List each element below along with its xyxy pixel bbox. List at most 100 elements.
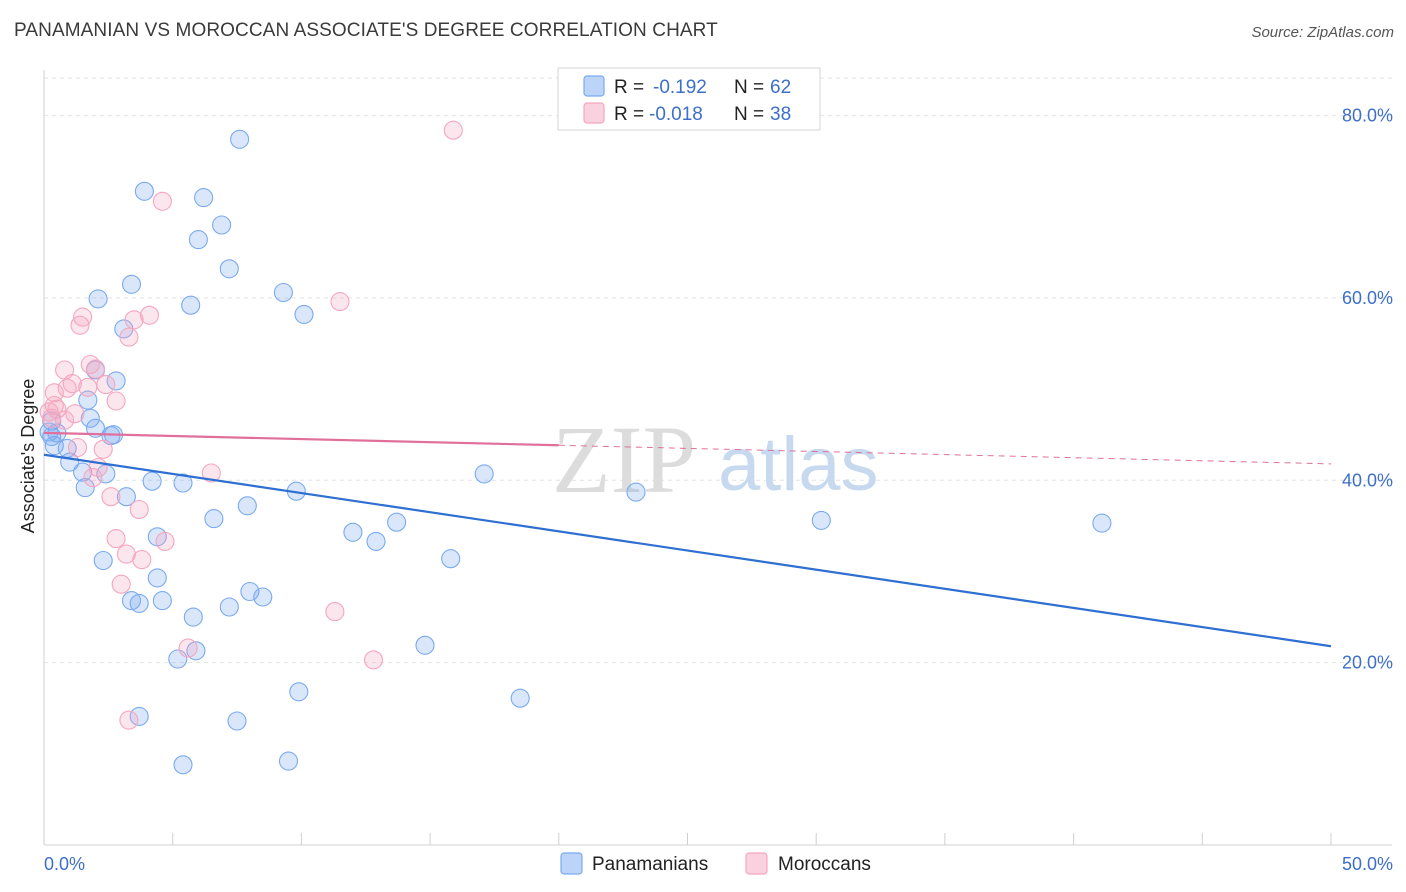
panamanians-r-value: -0.192 <box>653 77 707 98</box>
panamanians-point <box>219 597 239 617</box>
panamanians-point <box>134 181 154 201</box>
panamanians-point <box>188 230 208 250</box>
watermark: ZIP atlas <box>552 406 879 513</box>
moroccans-point <box>330 292 350 312</box>
panamanians-point <box>106 371 126 391</box>
panamanians-point <box>366 531 386 551</box>
moroccans-point <box>178 638 198 658</box>
moroccans-point <box>155 531 175 551</box>
moroccans-r-value: -0.018 <box>649 104 703 125</box>
panamanians-point <box>294 304 314 324</box>
moroccans-point <box>443 120 463 140</box>
moroccans-point <box>111 574 131 594</box>
moroccans-n-value: 38 <box>770 104 791 125</box>
moroccans-point <box>85 359 106 379</box>
moroccans-r-label: R = <box>614 104 644 125</box>
panamanians-point <box>441 549 461 569</box>
panamanians-point <box>116 487 136 507</box>
panamanians-point <box>80 408 100 428</box>
panamanians-point <box>73 462 93 482</box>
panamanians-point <box>219 259 239 279</box>
legend-panamanians-label: Panamanians <box>592 854 708 875</box>
moroccans-point <box>83 468 103 488</box>
panamanians-point <box>212 215 232 235</box>
y-tick-label: 80.0% <box>1342 106 1393 126</box>
moroccans-swatch <box>583 102 605 124</box>
moroccans-point <box>101 487 121 507</box>
panamanians-point <box>181 295 201 315</box>
moroccans-point <box>325 602 345 622</box>
panamanians-point <box>253 587 273 607</box>
moroccans-point <box>152 191 172 211</box>
panamanians-point <box>387 512 407 532</box>
moroccans-point <box>47 399 67 419</box>
series-legend: Panamanians Moroccans <box>560 852 871 875</box>
panamanians-swatch <box>583 75 605 97</box>
panamanians-point <box>147 568 167 588</box>
panamanians-point <box>1092 513 1112 533</box>
y-tick-label: 60.0% <box>1342 288 1393 308</box>
watermark-zip: ZIP <box>552 406 696 513</box>
moroccans-point <box>363 650 384 670</box>
watermark-atlas: atlas <box>718 422 879 507</box>
panamanians-point <box>129 593 149 613</box>
moroccans-trend-line <box>43 431 559 447</box>
panamanians-point <box>93 550 113 571</box>
panamanians-point <box>415 635 435 655</box>
panamanians-point <box>173 755 193 775</box>
axes <box>43 70 1392 846</box>
grid-lines <box>44 77 1392 664</box>
panamanians-point <box>230 129 250 149</box>
legend-moroccans-label: Moroccans <box>778 854 871 875</box>
panamanians-n-value: 62 <box>770 77 791 98</box>
stats-legend: R = -0.192 N = 62 R = -0.018 N = 38 <box>557 67 821 131</box>
moroccans-point <box>129 499 149 520</box>
chart-title: PANAMANIAN VS MOROCCAN ASSOCIATE'S DEGRE… <box>14 20 718 41</box>
panamanians-point <box>183 607 203 627</box>
x-tick-label: 0.0% <box>44 854 85 874</box>
trend-lines <box>43 431 1332 648</box>
moroccans-point <box>124 310 144 330</box>
panamanians-point <box>626 482 646 502</box>
y-tick-label: 20.0% <box>1342 653 1393 673</box>
moroccans-point <box>96 375 116 395</box>
moroccans-point <box>132 550 152 570</box>
panamanians-point <box>204 509 224 529</box>
panamanians-point <box>474 464 494 484</box>
panamanians-point <box>237 496 257 516</box>
moroccans-point <box>78 377 98 397</box>
moroccans-point <box>57 378 77 398</box>
panamanians-point <box>510 688 530 708</box>
moroccans-point <box>139 305 160 325</box>
panamanians-trend-line <box>43 453 1332 648</box>
legend-panamanians-swatch <box>560 852 583 875</box>
panamanians-point <box>173 473 193 493</box>
moroccans-n-label: N = <box>734 104 764 125</box>
moroccans-point <box>119 327 139 347</box>
panamanians-point <box>194 188 214 208</box>
panamanians-point <box>88 289 108 309</box>
x-ticks <box>43 833 1332 845</box>
source-credit: Source: ZipAtlas.com <box>1251 24 1394 41</box>
panamanians-point <box>75 478 95 498</box>
legend-moroccans-swatch <box>745 852 768 875</box>
x-tick-label: 50.0% <box>1342 854 1393 874</box>
panamanians-point <box>142 471 162 491</box>
panamanians-point <box>227 711 247 731</box>
panamanians-point <box>289 682 309 702</box>
panamanians-r-label: R = <box>614 77 644 98</box>
panamanians-point <box>278 751 299 771</box>
panamanians-point <box>343 522 363 542</box>
moroccans-point <box>119 710 139 730</box>
y-axis-label: Associate's Degree <box>18 379 38 534</box>
panamanians-point <box>273 282 293 303</box>
panamanians-n-label: N = <box>734 77 764 98</box>
moroccans-point <box>106 391 126 411</box>
moroccans-point <box>106 529 126 549</box>
moroccans-point <box>116 544 136 564</box>
moroccans-point <box>201 463 221 483</box>
moroccans-trend-extension <box>558 444 1332 465</box>
moroccans-point <box>67 437 88 458</box>
panamanians-point <box>811 510 831 530</box>
